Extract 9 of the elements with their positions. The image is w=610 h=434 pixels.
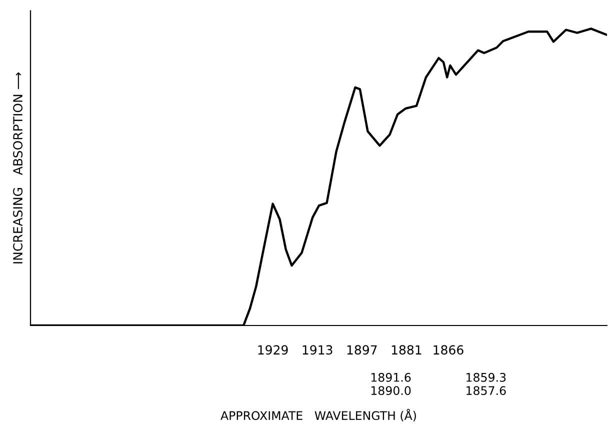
x-tick-label: 1897 (347, 345, 377, 355)
x-axis-title: APPROXIMATE WAVELENGTH (Å) (220, 408, 416, 422)
x-tick-label: 1866 (434, 345, 464, 355)
text: 1859.3 1857.6 (466, 372, 506, 396)
y-axis-title: INCREASING ABSORPTION ⟶ (13, 72, 23, 264)
x-tick-label: 1913 (302, 345, 332, 355)
x-tick-label: 1881 (392, 345, 422, 355)
x-tick-label: 1929 (258, 345, 288, 355)
text: 1891.6 1890.0 (371, 372, 411, 396)
